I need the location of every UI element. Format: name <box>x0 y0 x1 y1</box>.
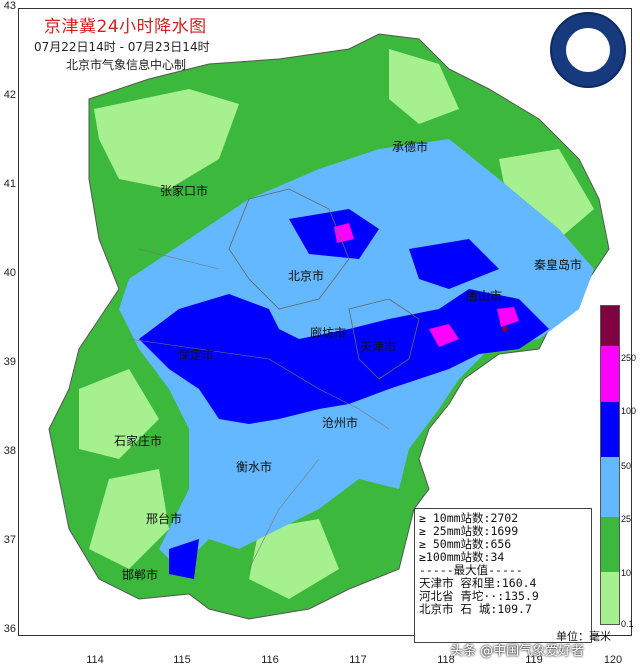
city-label-cangzhou: 沧州市 <box>322 416 359 430</box>
city-label-langfang: 廊坊市 <box>310 326 347 340</box>
y-tick-label: 43 <box>3 0 16 12</box>
legend-label-10: 10 <box>621 568 632 578</box>
legend-label-50: 50 <box>621 461 632 471</box>
x-tick-label: 115 <box>173 654 191 666</box>
legend-label-250: 250 <box>621 353 637 363</box>
y-tick-label: 41 <box>3 178 16 190</box>
stat-50mm: ≥ 50mm站数:656 <box>419 537 512 551</box>
color-legend <box>600 305 620 625</box>
city-label-handan: 邯郸市 <box>122 568 159 582</box>
map-area <box>18 8 632 636</box>
x-tick-label: 120 <box>603 654 623 666</box>
x-tick-label: 116 <box>261 654 279 666</box>
max-beijing: 北京市 石 城:109.7 <box>419 602 532 616</box>
city-label-tianjin: 天津市 <box>360 340 397 354</box>
y-tick-label: 39 <box>3 356 16 368</box>
legend-swatch-25 <box>601 457 619 517</box>
y-tick-label: 42 <box>3 89 16 101</box>
stat-100mm: ≥100mm站数:34 <box>419 550 505 564</box>
legend-swatch-100 <box>601 346 619 402</box>
max-header: -----最大值----- <box>419 563 523 577</box>
stat-25mm: ≥ 25mm站数:1699 <box>419 524 519 538</box>
stat-10mm: ≥ 10mm站数:2702 <box>419 511 519 525</box>
x-tick-label: 114 <box>86 654 104 666</box>
legend-label-25: 25 <box>621 514 632 524</box>
max-tianjin: 天津市 容和里:160.4 <box>419 576 537 590</box>
y-tick-label: 37 <box>3 534 16 546</box>
meteorological-service-logo <box>550 12 626 88</box>
legend-swatch-250 <box>601 306 619 346</box>
unit-label: 单位：毫米 <box>556 630 611 643</box>
city-label-tangshan: 唐山市 <box>466 289 503 303</box>
city-label-beijing: 北京市 <box>288 269 325 283</box>
city-label-baoding: 保定市 <box>178 348 215 362</box>
y-tick-label: 36 <box>3 623 16 635</box>
city-label-shijiazhuang: 石家庄市 <box>114 434 163 448</box>
y-tick-label: 40 <box>3 267 16 279</box>
city-label-xingtai: 邢台市 <box>146 512 183 526</box>
legend-label-100: 100 <box>621 406 637 416</box>
map-title: 京津冀24小时降水图 <box>44 17 207 37</box>
x-tick-label: 118 <box>437 654 455 666</box>
x-tick-label: 117 <box>349 654 367 666</box>
city-label-qinhuangdao: 秦皇岛市 <box>534 258 583 272</box>
legend-swatch-0.1 <box>601 572 619 624</box>
producer-label: 北京市气象信息中心制 <box>66 58 187 72</box>
time-range: 07月22日14时 - 07月23日14时 <box>34 40 210 54</box>
legend-swatch-10 <box>601 517 619 572</box>
max-hebei: 河北省 青坨··:135.9 <box>419 589 539 603</box>
legend-label-0.1: 0.1 <box>621 619 634 629</box>
x-tick-label: 119 <box>525 654 543 666</box>
city-label-hengshui: 衡水市 <box>236 460 273 474</box>
y-tick-label: 38 <box>3 445 16 457</box>
city-label-chengde: 承德市 <box>392 140 429 154</box>
legend-swatch-50 <box>601 402 619 457</box>
city-label-zhangjiakou: 张家口市 <box>160 184 209 198</box>
watermark: 头条 @中国气象爱好者 <box>450 644 585 659</box>
rainfall-shading <box>19 9 631 635</box>
station-statistics-box: ≥ 10mm站数:2702 ≥ 25mm站数:1699 ≥ 50mm站数:656… <box>414 508 592 643</box>
